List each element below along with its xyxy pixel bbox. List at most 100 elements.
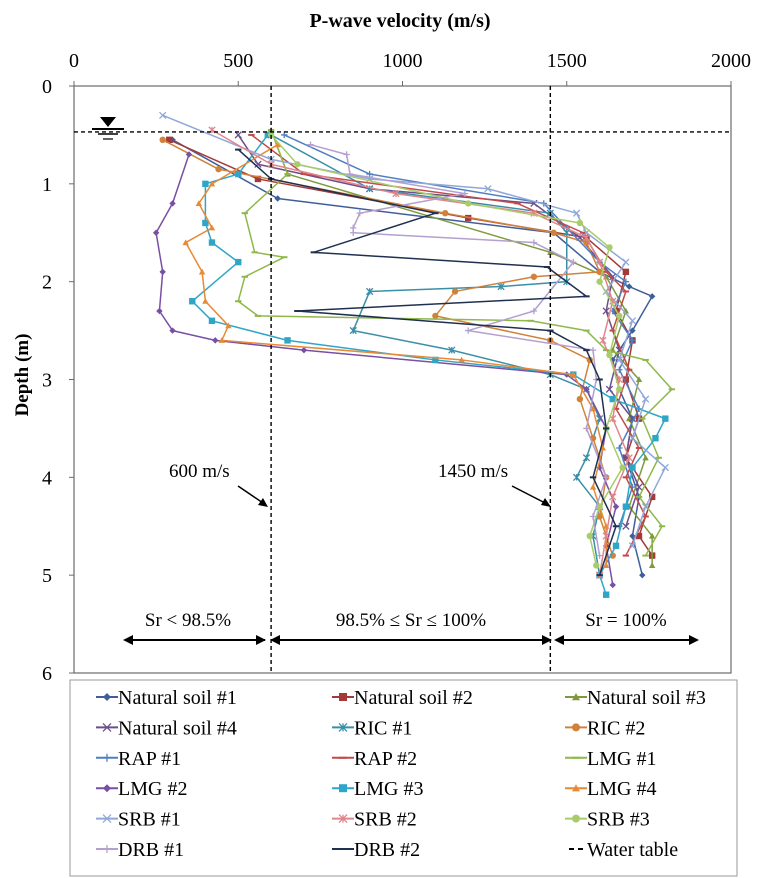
data-point: [572, 693, 580, 701]
series-drb-1: [307, 141, 610, 559]
data-point: [622, 522, 630, 530]
data-point: [212, 337, 219, 344]
legend-item: DRB #2: [332, 839, 420, 861]
data-point: [235, 170, 242, 178]
data-point: [103, 753, 111, 762]
data-point: [103, 693, 111, 701]
data-point: [307, 141, 314, 148]
data-point: [254, 175, 262, 183]
data-point: [294, 161, 301, 168]
data-point: [641, 503, 650, 511]
data-point: [606, 244, 613, 251]
data-point: [616, 366, 623, 373]
series-srb-1: [159, 111, 669, 550]
data-point: [346, 170, 354, 178]
legend-label: DRB #1: [118, 839, 184, 861]
data-point: [465, 327, 472, 334]
data-point: [622, 268, 630, 276]
data-point: [392, 189, 400, 198]
series-line: [237, 149, 617, 576]
data-point: [159, 136, 166, 144]
zone-label-near-saturated: 98.5% ≤ Sr ≤ 100%: [336, 610, 486, 631]
data-point: [605, 385, 614, 393]
y-tick-label: 0: [42, 76, 52, 98]
y-tick-label: 1: [42, 174, 52, 196]
annotation-1450: 1450 m/s: [438, 461, 508, 482]
data-point: [622, 258, 630, 266]
data-point: [599, 336, 607, 345]
legend-label: Natural soil #1: [118, 687, 237, 709]
data-point: [596, 513, 603, 520]
series-line: [310, 143, 607, 556]
data-point: [572, 209, 581, 217]
legend-box: [69, 679, 738, 877]
data-point: [451, 288, 459, 295]
data-point: [465, 200, 472, 207]
series-ric-2: [159, 136, 616, 559]
data-point: [234, 131, 242, 139]
data-point: [169, 200, 176, 207]
data-point: [606, 351, 613, 359]
legend-label: Natural soil #2: [354, 687, 473, 709]
data-point: [593, 562, 600, 569]
data-point: [338, 722, 348, 732]
y-tick-label: 6: [42, 663, 52, 685]
data-point: [612, 503, 620, 510]
legend-label: SRB #2: [354, 809, 417, 831]
series-line: [250, 134, 647, 556]
data-point: [202, 180, 209, 188]
x-axis-title: P-wave velocity (m/s): [309, 10, 490, 32]
data-point: [254, 160, 262, 168]
legend-item: RIC #1: [332, 717, 412, 739]
data-point: [550, 229, 557, 236]
water-table-icon: [92, 117, 124, 140]
data-point: [442, 209, 449, 217]
data-point: [635, 483, 643, 491]
data-point: [635, 532, 643, 540]
legend-label: LMG #2: [118, 778, 187, 800]
data-point: [195, 200, 203, 206]
legend-label: SRB #3: [587, 809, 650, 831]
legend: Natural soil #1 Natural soil #2 Natural so…: [96, 687, 706, 861]
data-point: [530, 239, 538, 246]
data-point: [648, 532, 656, 539]
legend-label: SRB #1: [118, 809, 181, 831]
data-point: [185, 151, 193, 158]
data-point: [629, 464, 636, 471]
y-tick-labels: 0 1 2 3 4 5 6: [42, 76, 74, 685]
data-point: [583, 425, 590, 432]
data-point: [661, 463, 669, 472]
data-point: [570, 258, 577, 266]
data-point: [642, 454, 649, 461]
data-point: [366, 170, 373, 178]
data-point: [576, 395, 584, 403]
data-point: [602, 474, 610, 481]
series-line: [172, 139, 653, 576]
x-tick-labels: 0 500 1000 1500 2000: [69, 50, 751, 86]
data-point: [602, 307, 610, 315]
series-drb-2: [235, 148, 620, 577]
data-point: [572, 784, 580, 792]
data-point: [103, 784, 111, 793]
series-layer: [152, 111, 676, 598]
data-point: [582, 233, 591, 242]
data-point: [595, 258, 604, 266]
data-point: [596, 278, 603, 285]
data-point: [648, 493, 656, 501]
legend-label: RAP #1: [118, 748, 181, 770]
legend-label: RIC #2: [587, 717, 645, 739]
data-point: [582, 454, 591, 462]
data-point: [432, 356, 439, 364]
zone-arrows: [123, 635, 699, 645]
legend-item: RIC #2: [565, 717, 645, 739]
data-point: [609, 395, 616, 403]
x-tick-label: 1500: [547, 50, 587, 72]
y-tick-label: 3: [42, 370, 52, 392]
legend-item: LMG #2: [96, 778, 187, 800]
data-point: [602, 591, 610, 598]
data-point: [343, 151, 350, 158]
data-point: [576, 219, 584, 227]
y-tick-label: 5: [42, 565, 52, 587]
data-point: [616, 312, 623, 320]
